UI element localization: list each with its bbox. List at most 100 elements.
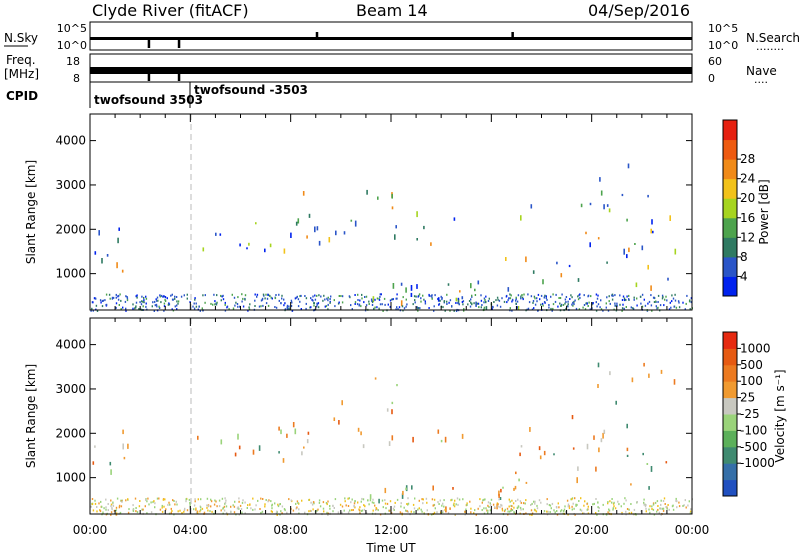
scatter-cell <box>600 299 602 302</box>
scatter-cell <box>641 305 644 308</box>
scatter-cell <box>294 297 297 300</box>
scatter-cell <box>277 503 279 506</box>
colorbar-swatch <box>723 276 737 297</box>
scatter-cell <box>457 302 459 304</box>
scatter-cell <box>485 306 488 311</box>
scatter-cell <box>234 500 236 503</box>
scatter-cell <box>641 245 644 251</box>
scatter-cell <box>221 497 224 500</box>
scatter-cell <box>200 498 202 501</box>
scatter-cell <box>635 282 638 288</box>
scatter-cell <box>141 508 143 511</box>
scatter-cell <box>504 508 506 511</box>
scatter-cell <box>118 506 121 509</box>
scatter-cell <box>454 499 456 502</box>
scatter-cell <box>556 510 558 512</box>
colorbar-tick-label: 500 <box>740 358 763 372</box>
scatter-cell <box>186 297 188 300</box>
scatter-cell <box>483 498 485 501</box>
scatter-cell <box>599 177 601 182</box>
scatter-cell <box>492 306 494 309</box>
scatter-cell <box>592 302 594 304</box>
scatter-cell <box>242 499 244 502</box>
scatter-cell <box>158 497 160 500</box>
scatter-cell <box>359 299 361 302</box>
scatter-cell <box>175 500 177 503</box>
scatter-cell <box>222 294 224 297</box>
scatter-cell <box>476 302 478 305</box>
scatter-cell <box>603 204 605 210</box>
scatter-cell <box>116 512 118 515</box>
scatter-cell <box>479 505 481 508</box>
scatter-cell <box>391 193 393 199</box>
scatter-cell <box>671 294 673 297</box>
scatter-cell <box>560 510 562 513</box>
scatter-cell <box>517 306 520 310</box>
scatter-cell <box>280 510 282 513</box>
scatter-cell <box>471 303 473 306</box>
scatter-cell <box>593 502 595 505</box>
scatter-cell <box>475 513 477 516</box>
scatter-cell <box>138 308 140 310</box>
scatter-cell <box>207 505 210 508</box>
scatter-cell <box>297 218 300 224</box>
scatter-cell <box>301 451 303 456</box>
scatter-cell <box>360 510 363 512</box>
scatter-cell <box>305 307 307 310</box>
scatter-cell <box>656 510 658 513</box>
scatter-cell <box>192 305 194 308</box>
scatter-cell <box>145 498 147 501</box>
scatter-cell <box>317 302 320 305</box>
scatter-cell <box>565 301 567 303</box>
scatter-cell <box>568 505 570 508</box>
scatter-cell <box>276 510 278 513</box>
nsky-tick-top: 10^5 <box>57 22 87 35</box>
scatter-cell <box>516 306 518 309</box>
scatter-cell <box>531 502 533 505</box>
scatter-cell <box>359 509 361 512</box>
scatter-cell <box>555 293 557 296</box>
scatter-cell <box>361 293 363 296</box>
scatter-cell <box>479 498 481 501</box>
scatter-cell <box>296 295 298 298</box>
scatter-cell <box>662 500 665 502</box>
scatter-cell <box>633 298 635 301</box>
scatter-cell <box>392 283 395 289</box>
scatter-cell <box>209 510 211 513</box>
scatter-cell <box>567 300 569 303</box>
scatter-cell <box>606 261 608 264</box>
scatter-cell <box>657 505 659 507</box>
colorbar-tick-label: 4 <box>740 269 748 283</box>
scatter-cell <box>674 248 677 255</box>
scatter-cell <box>180 295 183 298</box>
scatter-cell <box>365 295 368 298</box>
scatter-cell <box>124 300 127 303</box>
scatter-cell <box>330 295 332 298</box>
scatter-cell <box>248 242 250 246</box>
scatter-cell <box>399 511 402 514</box>
scatter-cell <box>239 504 242 507</box>
colorbar-tick-label: 20 <box>740 191 755 205</box>
scatter-cell <box>212 303 214 306</box>
scatter-cell <box>495 299 497 302</box>
scatter-cell <box>580 497 582 500</box>
x-tick-label: 00:00 <box>675 523 710 537</box>
scatter-cell <box>324 298 326 301</box>
scatter-cell <box>234 304 236 307</box>
scatter-cell <box>249 503 251 506</box>
scatter-cell <box>529 427 531 432</box>
scatter-cell <box>521 296 524 299</box>
scatter-cell <box>115 296 117 299</box>
scatter-cell <box>249 303 251 306</box>
scatter-cell <box>437 298 439 300</box>
colorbar-tick-label: -1000 <box>740 456 775 470</box>
scatter-cell <box>363 508 366 511</box>
scatter-cell <box>501 297 503 300</box>
scatter-cell <box>508 505 510 508</box>
scatter-cell <box>142 300 144 303</box>
scatter-cell <box>461 296 464 300</box>
y-tick-label: 3000 <box>55 382 86 396</box>
scatter-cell <box>143 301 145 304</box>
scatter-cell <box>645 504 647 506</box>
scatter-cell <box>406 510 408 513</box>
